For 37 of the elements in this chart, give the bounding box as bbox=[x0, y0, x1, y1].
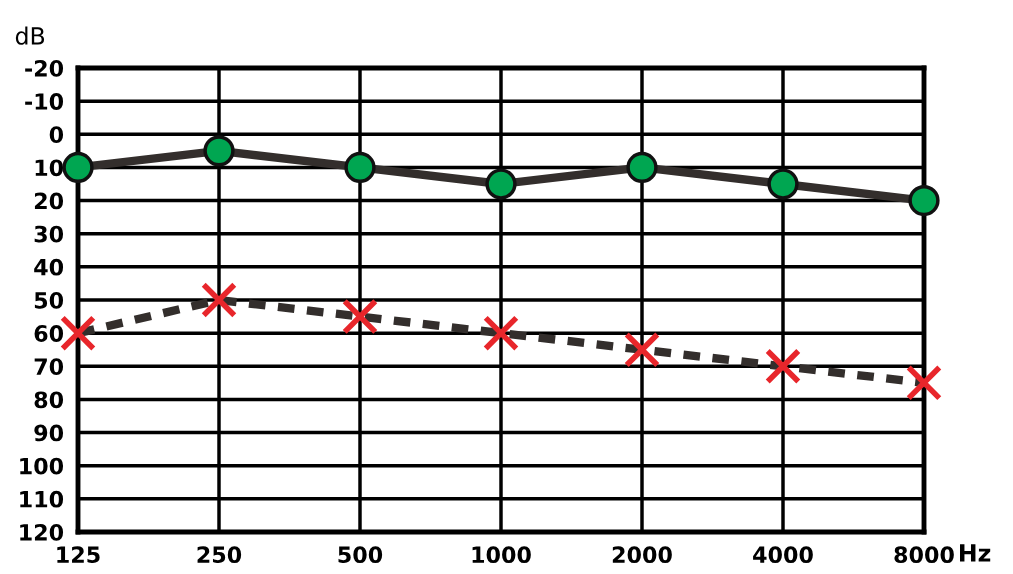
point bbox=[764, 348, 802, 385]
y-tick-label: 90 bbox=[34, 424, 64, 442]
y-tick-label: 0 bbox=[49, 126, 64, 144]
x-tick-label: 2000 bbox=[612, 546, 672, 564]
y-tick-label: 120 bbox=[20, 523, 64, 541]
point bbox=[908, 184, 940, 217]
point bbox=[905, 364, 943, 401]
point bbox=[485, 168, 517, 200]
y-tick-label: 30 bbox=[34, 225, 64, 243]
y-axis-title: dB bbox=[15, 26, 45, 45]
y-tick-label: 70 bbox=[34, 358, 64, 376]
x-tick-label: 8000 bbox=[894, 546, 954, 564]
x-tick-label: 125 bbox=[57, 546, 100, 564]
x-tick-label: 4000 bbox=[753, 546, 813, 564]
point bbox=[623, 331, 661, 368]
point bbox=[200, 281, 238, 319]
y-tick-label: 10 bbox=[35, 159, 64, 177]
y-tick-label: -20 bbox=[25, 59, 64, 77]
point bbox=[203, 135, 235, 167]
y-tick-label: 50 bbox=[34, 291, 64, 309]
point bbox=[482, 315, 520, 352]
x-tick-label: 250 bbox=[197, 546, 242, 564]
x-tick-label: 500 bbox=[338, 546, 383, 564]
point bbox=[62, 151, 94, 184]
y-tick-label: -10 bbox=[25, 93, 64, 110]
point bbox=[341, 298, 379, 335]
point bbox=[344, 151, 376, 184]
point bbox=[767, 168, 799, 200]
x-axis-title: Hz bbox=[960, 544, 991, 562]
point bbox=[626, 151, 658, 184]
x-tick-label: 1000 bbox=[472, 546, 531, 564]
y-tick-label: 20 bbox=[34, 192, 64, 210]
y-tick-label: 60 bbox=[34, 325, 64, 342]
y-tick-label: 100 bbox=[20, 457, 64, 475]
y-tick-label: 110 bbox=[20, 490, 64, 508]
y-tick-label: 40 bbox=[34, 258, 64, 276]
y-tick-label: 80 bbox=[34, 391, 64, 409]
